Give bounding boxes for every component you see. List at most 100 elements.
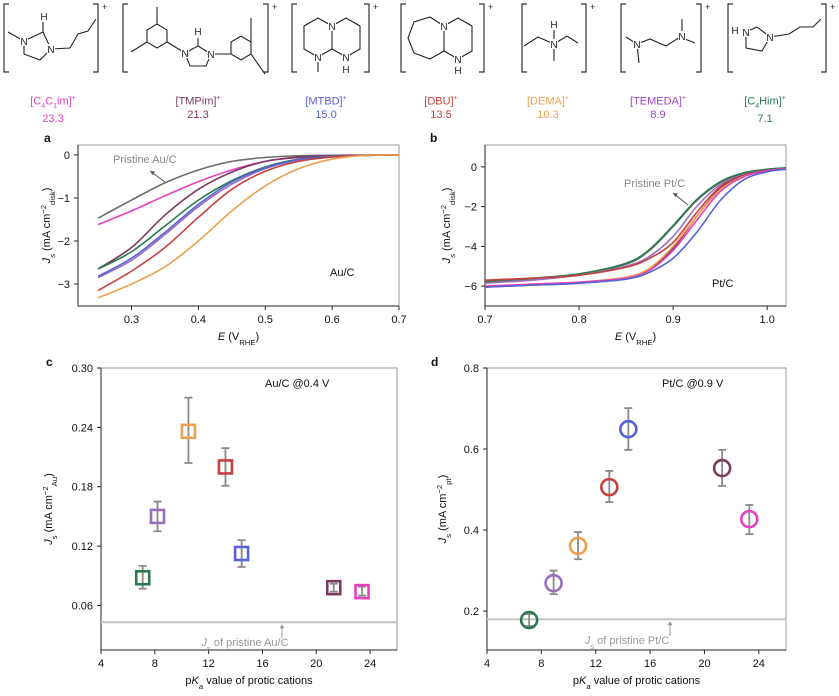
x-tick-label: 12 — [203, 658, 215, 670]
atom-bg — [550, 19, 558, 29]
charge-plus: + — [590, 2, 595, 12]
label-part: J — [584, 635, 591, 647]
structure-c4c1im: + N N H — [3, 2, 107, 73]
label-part: s — [207, 644, 211, 653]
data-point-temeda — [149, 500, 166, 533]
marker-circle — [600, 477, 619, 497]
bracket-left — [122, 3, 128, 73]
y-axis-label: Js (mA cm−2disk) — [39, 188, 57, 265]
data-point-dbu — [217, 447, 234, 487]
label-part: pt — [444, 478, 453, 485]
x-tick-label: 24 — [753, 658, 765, 670]
y-tick-label: 0.2 — [464, 606, 479, 618]
y-tick-label: 0 — [64, 150, 70, 162]
bracket-left — [620, 3, 626, 73]
y-axis-label: Js (mA cm−2pt) — [435, 475, 453, 545]
cation-pka: 15.0 — [315, 108, 337, 121]
label-part: (V — [225, 331, 240, 343]
atom-bg — [454, 54, 462, 64]
bond — [407, 16, 445, 60]
chart-c: c 4 8 12 16 20 24 0.06 0.12 0.18 0.24 0.30 pKa value… — [41, 355, 398, 691]
atom-label: H — [40, 12, 47, 23]
atom-bg — [678, 31, 686, 41]
structure-dema: + NH — [521, 2, 595, 73]
data-point-mtbd — [233, 539, 250, 568]
label-part: s — [48, 254, 57, 258]
label-part: s — [448, 254, 457, 258]
marker-circle — [619, 419, 638, 439]
x-tick-label: 24 — [364, 658, 376, 670]
bracket-left — [521, 3, 527, 73]
marker-square — [180, 423, 197, 440]
label-part: E — [615, 331, 623, 343]
atom-label: N — [766, 33, 773, 44]
label-part: [TEMEDA] — [629, 95, 682, 108]
charge-plus: + — [102, 2, 107, 12]
bracket-right — [263, 3, 269, 73]
cation-name: [C4Him]+ — [710, 92, 820, 113]
marker-square — [217, 459, 234, 475]
bracket-left — [291, 3, 297, 73]
data-point-tmpim — [712, 448, 732, 487]
label-part: [C — [744, 95, 756, 108]
plot-frame — [484, 144, 787, 307]
data-point-c4c1im — [354, 583, 370, 600]
cation-pka: 7.1 — [757, 112, 773, 125]
data-point-temeda — [544, 569, 563, 595]
bond — [745, 26, 771, 52]
atom-label: H — [454, 66, 461, 77]
cation-label-temeda: [TEMEDA]+ 8.9 — [603, 92, 713, 122]
label-part: 4 — [755, 102, 760, 110]
x-axis-label: pKa value of protic cations — [573, 675, 701, 691]
data-point-dema — [568, 531, 588, 561]
x-tick-label: 0.7 — [391, 314, 406, 326]
atom-bg — [207, 49, 215, 59]
atom-label: N — [454, 55, 461, 66]
structure-temeda: + N N — [620, 2, 710, 73]
marker-square — [354, 583, 370, 600]
label-part: 4 — [41, 102, 46, 110]
bracket-right — [696, 3, 702, 73]
x-tick-label: 0.8 — [571, 314, 586, 326]
charge-plus: + — [488, 2, 493, 12]
x-tick-label: 0.9 — [665, 314, 680, 326]
bracket-right — [479, 3, 485, 73]
series-line-c4him — [484, 167, 787, 282]
charge-plus: + — [373, 2, 378, 12]
marker-circle — [740, 509, 759, 529]
label-part: [DEMA] — [527, 95, 565, 108]
atom-bg — [181, 48, 189, 58]
atom-bg — [454, 65, 462, 75]
data-point-dbu — [600, 470, 619, 504]
x-tick-label: 0.3 — [124, 314, 139, 326]
label-part: K — [192, 675, 200, 687]
x-tick-label: 16 — [644, 658, 656, 670]
y-tick-label: −2 — [464, 202, 477, 214]
marker-square — [233, 545, 250, 562]
cation-name: [TMPim]+ — [143, 92, 253, 109]
cation-label-c4c1im: [C4C1im]+ 23.3 — [0, 92, 108, 126]
label-part: disk — [448, 191, 457, 205]
atom-bg — [328, 21, 336, 31]
cation-name: [C4C1im]+ — [0, 92, 108, 113]
cation-pka: 10.3 — [537, 108, 559, 121]
x-tick-label: 20 — [698, 658, 710, 670]
atom-label: H — [731, 26, 738, 37]
arrowhead-icon — [150, 171, 155, 175]
chart-b: b0.7 0.8 0.9 1.00−2−4−6E (VRHE)Js (mA cm−2d… — [430, 131, 787, 347]
x-axis-label: pKa value of protic cations — [185, 675, 313, 691]
label-part: [MTBD] — [305, 95, 343, 108]
plot-frame — [486, 367, 787, 651]
atom-bg — [766, 32, 774, 42]
panel-label: d — [431, 355, 438, 369]
chart-d: d 4 8 12 16 20 24 0.2 0.4 0.6 0.8 pKa value of prot… — [431, 355, 787, 691]
arrowhead-icon — [279, 624, 285, 629]
data-point-c4him — [519, 610, 539, 630]
atom-label: N — [207, 50, 214, 61]
cation-name: [DBU]+ — [386, 92, 496, 109]
marker-circle — [519, 610, 539, 630]
label-part: J — [437, 537, 449, 544]
label-part: (mA cm — [41, 214, 53, 254]
series-line-dema — [97, 154, 400, 299]
label-part: RHE — [636, 338, 652, 347]
